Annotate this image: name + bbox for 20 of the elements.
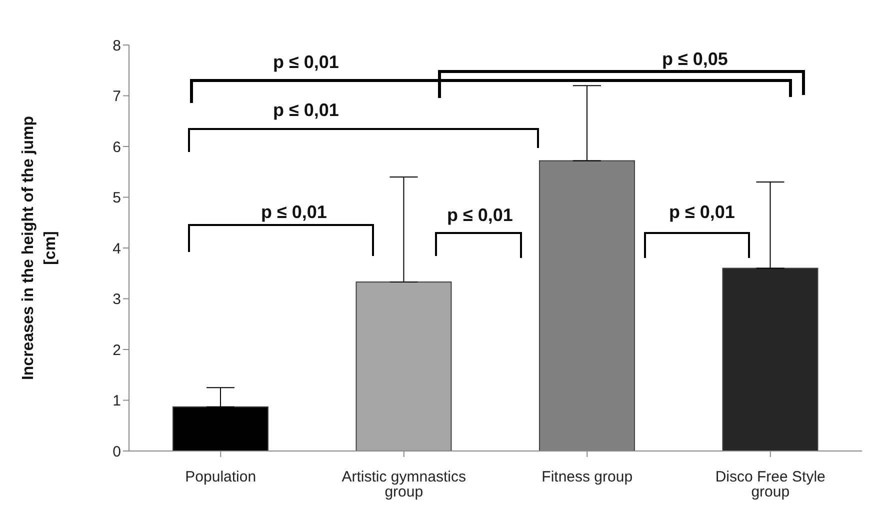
annotation: p ≤ 0,01 xyxy=(261,202,327,222)
y-tick-label: 2 xyxy=(112,342,121,359)
y-tick-label: 6 xyxy=(112,138,121,156)
y-tick-label: 3 xyxy=(112,291,121,308)
y-axis-title: Increases in the height of the jump [cm] xyxy=(19,114,60,382)
annotation: p ≤ 0,01 xyxy=(669,202,735,222)
annotation: p ≤ 0,01 xyxy=(447,204,513,225)
y-tick-label: 7 xyxy=(112,88,121,106)
y-tick-label: 4 xyxy=(112,240,121,258)
x-tick-label: Population xyxy=(185,468,256,486)
y-tick-label: 8 xyxy=(112,37,121,54)
y-tick-label: 0 xyxy=(112,443,121,460)
annotation: p ≤ 0,01 xyxy=(273,100,339,120)
x-tick-label: Fitness group xyxy=(542,468,633,486)
y-tick-label: 5 xyxy=(112,190,121,207)
y-tick-label: 1 xyxy=(112,392,121,410)
annotation: p ≤ 0,01 xyxy=(273,52,339,72)
annotation: p ≤ 0,05 xyxy=(662,48,728,69)
x-tick-label: Disco Free Style group xyxy=(715,468,826,501)
x-tick-label: Artistic gymnastics group xyxy=(342,468,466,501)
